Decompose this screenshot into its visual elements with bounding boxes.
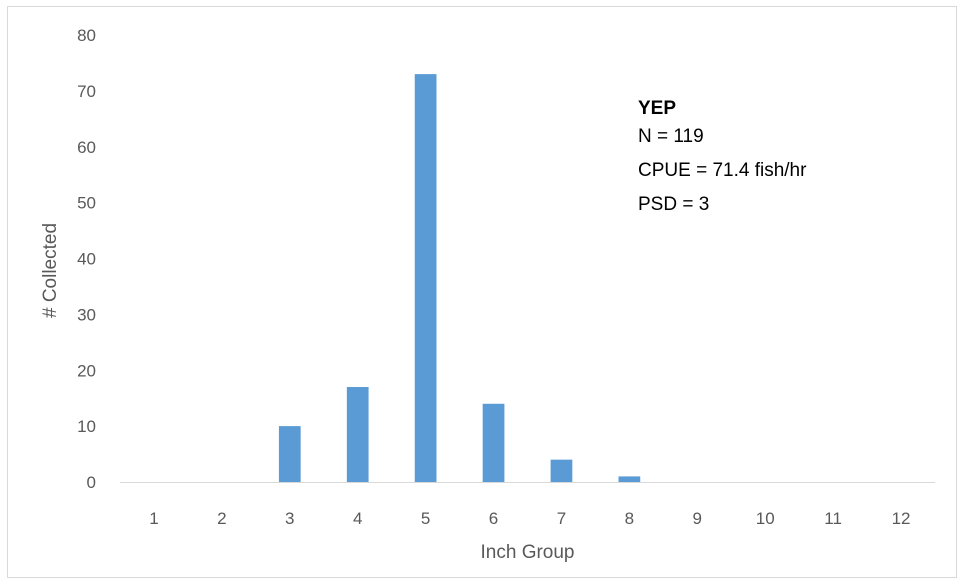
x-tick-label: 3 xyxy=(285,509,294,528)
x-tick-label: 2 xyxy=(217,509,226,528)
x-tick-label: 6 xyxy=(489,509,498,528)
y-tick-label: 60 xyxy=(77,138,96,157)
y-tick-label: 80 xyxy=(77,26,96,45)
bars xyxy=(278,74,641,483)
y-axis-ticks: 0 10 20 30 40 50 60 70 80 xyxy=(77,26,96,492)
y-axis-title: # Collected xyxy=(40,223,61,318)
x-tick-label: 12 xyxy=(892,509,911,528)
bar xyxy=(482,403,505,482)
y-tick-label: 30 xyxy=(77,305,96,324)
x-tick-label: 5 xyxy=(421,509,430,528)
bar xyxy=(414,74,437,483)
x-tick-label: 11 xyxy=(824,509,842,528)
annotation-line: CPUE = 71.4 fish/hr xyxy=(638,160,807,181)
y-tick-label: 50 xyxy=(77,194,96,213)
annotation-title: YEP xyxy=(638,98,676,119)
y-tick-label: 10 xyxy=(77,417,96,436)
y-tick-label: 20 xyxy=(77,361,96,380)
annotation-line: PSD = 3 xyxy=(638,194,709,215)
y-tick-label: 0 xyxy=(87,473,96,492)
x-axis-ticks: 1 2 3 4 5 6 7 8 9 10 11 12 xyxy=(149,509,910,528)
y-tick-label: 70 xyxy=(77,82,96,101)
y-tick-label: 40 xyxy=(77,250,96,269)
x-tick-label: 7 xyxy=(557,509,566,528)
x-tick-label: 4 xyxy=(353,509,362,528)
x-tick-label: 9 xyxy=(693,509,702,528)
x-tick-label: 8 xyxy=(625,509,634,528)
bar xyxy=(618,476,641,482)
annotation-box: YEP N = 119 CPUE = 71.4 fish/hr PSD = 3 xyxy=(638,98,807,215)
x-axis-title: Inch Group xyxy=(481,542,575,563)
bar xyxy=(346,387,369,482)
annotation-line: N = 119 xyxy=(638,126,704,147)
bar xyxy=(278,426,301,482)
x-tick-label: 10 xyxy=(756,509,775,528)
bar xyxy=(550,459,573,482)
x-tick-label: 1 xyxy=(149,509,158,528)
